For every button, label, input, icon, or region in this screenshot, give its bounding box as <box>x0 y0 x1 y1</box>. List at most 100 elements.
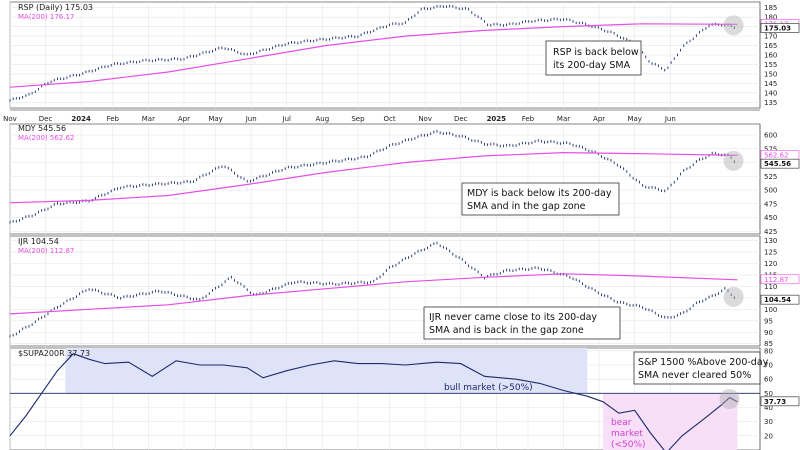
last-value-tag <box>760 23 800 33</box>
last-value-text: 104.54 <box>764 296 791 304</box>
month-tick-label: Nov <box>418 115 432 123</box>
y-tick-label: 95 <box>764 317 773 325</box>
mdy-callout-line1: MDY is back below its 200-day <box>467 188 612 199</box>
month-tick-label: May <box>627 115 641 123</box>
y-tick-label: 110 <box>764 283 777 291</box>
end-marker-circle <box>723 15 744 36</box>
breadth-zones <box>65 348 738 450</box>
y-tick-label: 70 <box>764 362 773 370</box>
y-tick-label: 90 <box>764 329 773 337</box>
month-tick-label: Mar <box>142 115 155 123</box>
last-value-text: 37.73 <box>764 398 786 406</box>
supa-callout-line2: SMA never cleared 50% <box>638 370 751 381</box>
month-tick-label: Apr <box>593 115 605 123</box>
y-tick-label: 160 <box>764 52 777 60</box>
month-tick-label: Oct <box>384 115 396 123</box>
ijr-callout-line2: SMA and is back in the gap zone <box>429 325 584 336</box>
sma-200-line <box>9 151 738 204</box>
rsp-callout: RSP is back below its 200-day SMA <box>545 40 642 76</box>
y-tick-label: 450 <box>764 214 777 222</box>
sma-200-line <box>9 273 738 315</box>
series-layer <box>9 4 760 450</box>
sma-value-text: 112.87 <box>764 276 789 284</box>
month-tick-label: Jun <box>664 115 676 123</box>
ijr-sma-legend: MA(200) 112.87 <box>18 247 74 255</box>
y-tick-label: 85 <box>764 340 773 348</box>
bull-market-label: bull market (>50%) <box>444 383 533 393</box>
last-value-text: 545.56 <box>764 160 791 168</box>
ijr-callout-line1: IJR never came close to its 200-day <box>429 312 597 323</box>
y-tick-label: 185 <box>764 4 777 12</box>
y-tick-label: 475 <box>764 200 777 208</box>
y-tick-label: 575 <box>764 145 777 153</box>
month-tick-label: Dec <box>39 115 53 123</box>
y-tick-label: 125 <box>764 249 777 257</box>
breadth-line <box>9 353 738 450</box>
end-marker-circle <box>723 150 744 171</box>
last-value-tag <box>760 158 800 169</box>
mdy-sma-legend: MA(200) 562.62 <box>18 134 74 142</box>
y-tick-label: 500 <box>764 187 777 195</box>
y-tick-label: 180 <box>764 14 777 22</box>
ijr-legend: IJR 104.54 <box>18 237 59 246</box>
month-tick-label: Sep <box>351 115 365 123</box>
y-tick-label: 165 <box>764 42 777 50</box>
rsp-legend: RSP (Daily) 175.03 <box>18 3 93 12</box>
bear-market-label-1: bear <box>611 418 632 428</box>
month-tick-label: Jul <box>282 115 292 123</box>
y-tick-label: 525 <box>764 173 777 181</box>
y-tick-label: 40 <box>764 404 773 412</box>
month-tick-label: Feb <box>107 115 120 123</box>
sma-value-text: 562.62 <box>764 151 789 159</box>
month-tick-label: Nov <box>3 115 17 123</box>
y-tick-label: 120 <box>764 260 777 268</box>
month-tick-label: Apr <box>178 115 190 123</box>
y-tick-label: 80 <box>764 347 773 355</box>
month-tick-label: 2024 <box>71 115 91 123</box>
y-tick-label: 60 <box>764 376 773 384</box>
y-tick-label: 20 <box>764 432 773 440</box>
y-tick-label: 140 <box>764 89 777 97</box>
bear-market-label-2: market <box>611 429 643 439</box>
month-tick-label: May <box>208 115 222 123</box>
rsp-sma-legend: MA(200) 176.17 <box>18 13 74 21</box>
bear-zone <box>603 393 738 450</box>
mdy-legend: MDY 545.56 <box>18 124 66 133</box>
ijr-callout: IJR never came close to its 200-day SMA … <box>423 306 621 340</box>
supa-callout: S&P 1500 %Above 200-day SMA never cleare… <box>633 351 769 385</box>
end-marker-circle <box>719 389 740 409</box>
y-tick-label: 600 <box>764 132 777 140</box>
month-tick-label: Feb <box>522 115 535 123</box>
sma-200-line <box>9 23 738 88</box>
month-tick-label: Mar <box>557 115 570 123</box>
mdy-callout: MDY is back below its 200-day SMA and in… <box>461 182 620 216</box>
sma-value-tag <box>760 274 800 285</box>
last-value-tag <box>760 294 800 305</box>
month-tick-label: Jun <box>245 115 257 123</box>
last-value-tag <box>760 396 800 407</box>
y-tick-label: 150 <box>764 70 777 78</box>
month-tick-label: 2025 <box>487 115 507 123</box>
bull-zone <box>65 348 588 394</box>
y-tick-label: 145 <box>764 80 777 88</box>
last-value-text: 175.03 <box>764 25 791 33</box>
y-tick-label: 100 <box>764 306 777 314</box>
supa-callout-line1: S&P 1500 %Above 200-day <box>638 357 769 368</box>
bear-market-label-3: (<50%) <box>611 440 646 450</box>
supa-legend: $SUPA200R 37.73 <box>18 349 90 358</box>
month-tick-label: Dec <box>454 115 468 123</box>
last-value-tags: 176.17175.03562.62545.56112.87104.5437.7… <box>760 19 800 407</box>
rsp-callout-line2: its 200-day SMA <box>553 60 631 71</box>
rsp-callout-line1: RSP is back below <box>553 47 639 58</box>
y-tick-label: 130 <box>764 237 777 245</box>
y-tick-label: 425 <box>764 228 777 236</box>
mdy-callout-line2: SMA and in the gap zone <box>467 201 586 212</box>
end-marker-circle <box>723 286 744 307</box>
y-tick-label: 155 <box>764 61 777 69</box>
y-tick-label: 135 <box>764 99 777 107</box>
y-tick-label: 30 <box>764 418 773 426</box>
month-tick-label: Aug <box>316 115 330 123</box>
panel-frame-2 <box>9 235 761 347</box>
y-tick-label: 170 <box>764 33 777 41</box>
